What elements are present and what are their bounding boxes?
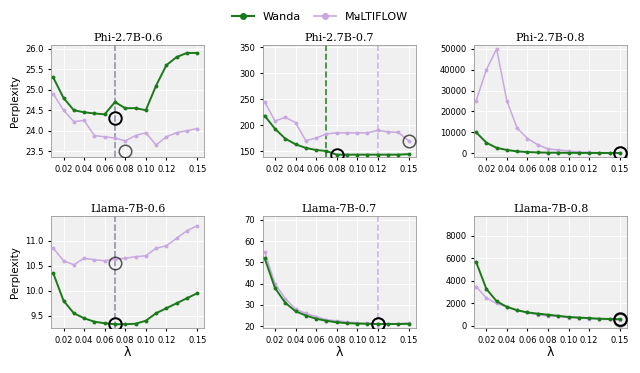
X-axis label: λ: λ [547, 346, 554, 359]
Title: Phi-2.7B-0.7: Phi-2.7B-0.7 [305, 32, 374, 43]
Legend: Wanda, MᴚLTIFLOW: Wanda, MᴚLTIFLOW [227, 7, 413, 26]
Y-axis label: Perplexity: Perplexity [10, 246, 20, 298]
X-axis label: λ: λ [124, 346, 131, 359]
Title: Llama-7B-0.6: Llama-7B-0.6 [90, 204, 166, 214]
X-axis label: λ: λ [335, 346, 343, 359]
Y-axis label: Perplexity: Perplexity [10, 75, 19, 127]
Title: Llama-7B-0.8: Llama-7B-0.8 [513, 204, 588, 214]
Title: Phi-2.7B-0.8: Phi-2.7B-0.8 [516, 32, 586, 43]
Title: Llama-7B-0.7: Llama-7B-0.7 [301, 204, 377, 214]
Title: Phi-2.7B-0.6: Phi-2.7B-0.6 [93, 32, 163, 43]
